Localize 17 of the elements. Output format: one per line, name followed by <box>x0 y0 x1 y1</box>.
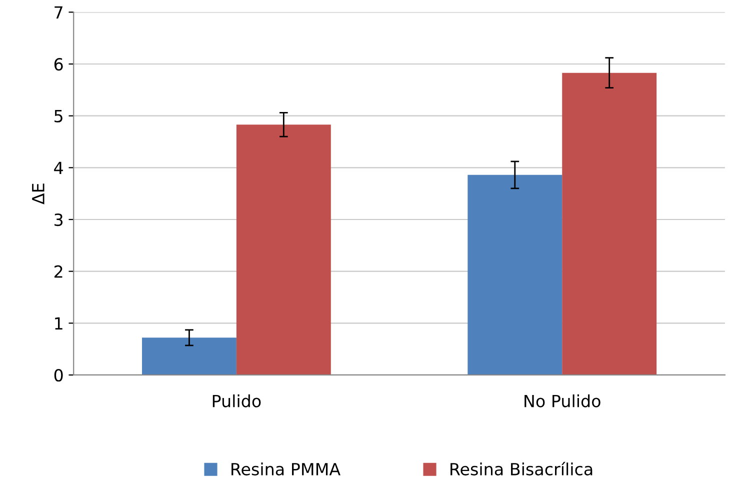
y-tick-label: 3 <box>54 213 63 226</box>
bar <box>236 124 331 375</box>
bar <box>562 72 657 375</box>
y-tick-label: 7 <box>54 6 62 19</box>
y-tick-label: 2 <box>54 265 62 278</box>
y-tick-label: 6 <box>54 58 63 71</box>
x-tick-label: Pulido <box>212 394 261 408</box>
bar <box>142 338 236 375</box>
legend-label: Resina PMMA <box>232 462 340 476</box>
x-tick-label: No Pulido <box>524 394 600 408</box>
y-tick-label: 4 <box>54 162 63 174</box>
y-tick-label: 5 <box>54 110 62 122</box>
legend-label: Resina Bisacrílica <box>450 462 592 476</box>
y-axis-title: ΔE <box>32 184 44 204</box>
y-tick-label: 1 <box>55 317 62 330</box>
y-tick-label: 0 <box>54 368 63 382</box>
bar <box>468 174 562 375</box>
